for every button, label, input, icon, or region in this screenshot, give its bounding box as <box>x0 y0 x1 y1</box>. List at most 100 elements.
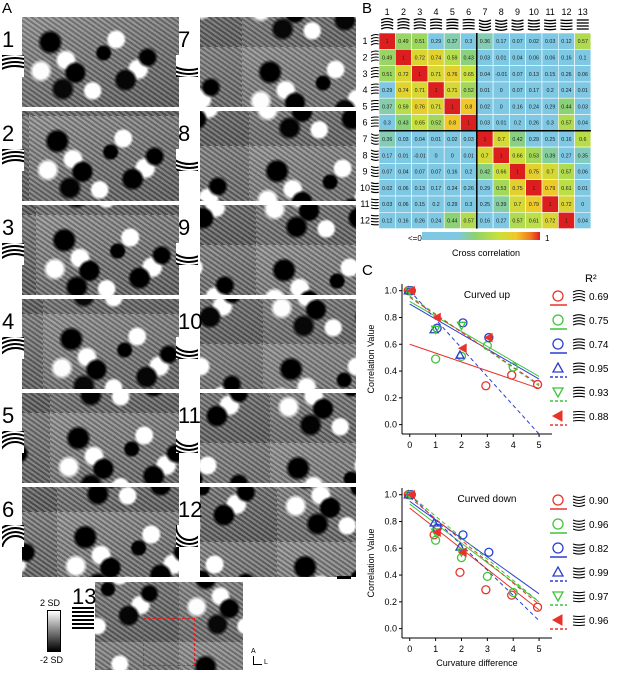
matrix-cell-value: 0.39 <box>496 202 506 208</box>
matrix-cell-value: 0.43 <box>463 55 473 61</box>
fit-line <box>409 496 540 605</box>
matrix-cell-value: 0.57 <box>578 39 588 45</box>
matrix-cell-value: 0.01 <box>578 88 588 94</box>
legend-stimulus-icon <box>572 495 586 508</box>
map-number-9: 9 <box>178 215 191 240</box>
stimulus-icon-12 <box>176 525 198 547</box>
data-point <box>406 285 415 296</box>
orientation-map-10 <box>200 299 356 389</box>
matrix-cell-value: 0.26 <box>561 72 571 78</box>
matrix-cell-value: 0.37 <box>447 39 457 45</box>
matrix-cell-value: 0.12 <box>382 218 392 224</box>
matrix-col-stimulus-icon <box>380 17 394 30</box>
x-tick-label: 1 <box>433 644 438 654</box>
scale-bar <box>47 610 61 652</box>
matrix-cell-value: 0.04 <box>398 170 408 176</box>
orientation-map-3 <box>22 205 179 295</box>
matrix-cell-value: 0.01 <box>578 186 588 192</box>
data-point <box>508 362 518 372</box>
legend-stimulus-icon <box>572 314 586 326</box>
y-tick-label: 0.6 <box>384 339 397 349</box>
matrix-col-label: 5 <box>450 7 455 17</box>
orientation-map-6 <box>22 487 179 577</box>
matrix-cell-value: 0.53 <box>529 153 539 159</box>
matrix-cell-value: 0.26 <box>529 121 539 127</box>
matrix-col-stimulus-icon <box>397 18 410 30</box>
matrix-cell-value: 0.03 <box>480 121 490 127</box>
matrix-col-label: 7 <box>482 7 487 17</box>
matrix-cell-value: 0.29 <box>545 104 555 110</box>
data-point <box>430 325 441 335</box>
matrix-cell-value: 1 <box>418 72 421 78</box>
orientation-map-13 <box>95 582 243 670</box>
legend-marker <box>551 387 565 399</box>
y-tick-label: 0.0 <box>384 624 397 634</box>
data-point <box>458 530 468 540</box>
x-tick-label: 0 <box>407 644 412 654</box>
matrix-cell-value: 0.25 <box>545 137 555 143</box>
matrix-row-label: 1 <box>362 36 367 46</box>
matrix-cell-value: 0.06 <box>398 186 408 192</box>
legend-stimulus-icon <box>572 338 586 350</box>
matrix-cell-value: 0.03 <box>398 137 408 143</box>
matrix-cell-value: 1 <box>451 104 454 110</box>
matrix-cell-value: 1 <box>516 170 519 176</box>
legend-r2-value: 0.74 <box>589 340 609 351</box>
map-number-11: 11 <box>178 403 201 428</box>
matrix-cell-value: 0.42 <box>512 137 522 143</box>
matrix-cell-value: 0.79 <box>529 202 539 208</box>
matrix-cell-value: 0.06 <box>578 72 588 78</box>
matrix-cell-value: 1 <box>532 186 535 192</box>
stimulus-icon-7 <box>176 55 198 77</box>
legend-r2-value: 0.75 <box>589 316 609 327</box>
legend-r2-value: 0.96 <box>589 616 609 627</box>
matrix-cell-value: -0.01 <box>495 72 507 78</box>
matrix-cell-value: 0.71 <box>415 88 425 94</box>
matrix-col-label: 9 <box>515 7 520 17</box>
anterior-arrow <box>253 656 254 665</box>
legend-stimulus-icon <box>572 591 586 603</box>
matrix-cell-value: 0.3 <box>546 121 553 127</box>
legend-marker <box>551 614 563 626</box>
matrix-cell-value: 1 <box>565 218 568 224</box>
matrix-cell-value: 0.53 <box>496 186 506 192</box>
matrix-cell-value: 0.49 <box>398 39 408 45</box>
matrix-cell-value: 0.06 <box>398 202 408 208</box>
fit-line <box>409 494 540 603</box>
x-tick-label: 1 <box>433 440 438 450</box>
matrix-cell-value: 0.16 <box>447 170 457 176</box>
matrix-cell-value: 0.6 <box>579 137 586 143</box>
data-point <box>454 349 466 359</box>
matrix-cell-value: 0.17 <box>431 186 441 192</box>
legend-marker <box>551 591 565 603</box>
legend-marker <box>552 518 564 530</box>
colorbar-min-label: <=0 <box>408 234 422 243</box>
matrix-cell-value: 0.06 <box>529 55 539 61</box>
orientation-map-11 <box>200 393 356 483</box>
matrix-cell-value: 0.25 <box>480 202 490 208</box>
legend-r2-value: 0.90 <box>589 496 609 507</box>
matrix-col-stimulus-icon <box>494 19 508 31</box>
matrix-row-label: 8 <box>362 150 367 160</box>
matrix-cell-value: 0.02 <box>382 186 392 192</box>
data-point <box>455 567 465 578</box>
matrix-row-label: 4 <box>362 85 367 95</box>
matrix-cell-value: 0.13 <box>415 186 425 192</box>
x-tick-label: 4 <box>511 440 516 450</box>
colorbar-max-label: 1 <box>545 234 550 243</box>
matrix-cell-value: 1 <box>435 88 438 94</box>
matrix-cell-value: 1 <box>467 121 470 127</box>
fit-line <box>409 500 540 595</box>
map-number-5: 5 <box>2 403 15 428</box>
stimulus-icon-10 <box>176 337 198 359</box>
matrix-cell-value: 0.01 <box>480 88 490 94</box>
legend-r2-value: 0.88 <box>589 412 609 423</box>
matrix-cell-value: 0.03 <box>382 202 392 208</box>
matrix-cell-value: 0.16 <box>561 137 571 143</box>
matrix-cell-value: 0.24 <box>431 218 441 224</box>
matrix-col-stimulus-icon <box>560 19 573 31</box>
y-tick-label: 0.2 <box>384 597 397 607</box>
y-tick-label: 0.8 <box>384 516 397 526</box>
matrix-col-label: 4 <box>434 7 439 17</box>
matrix-cell-value: 0.16 <box>512 104 522 110</box>
